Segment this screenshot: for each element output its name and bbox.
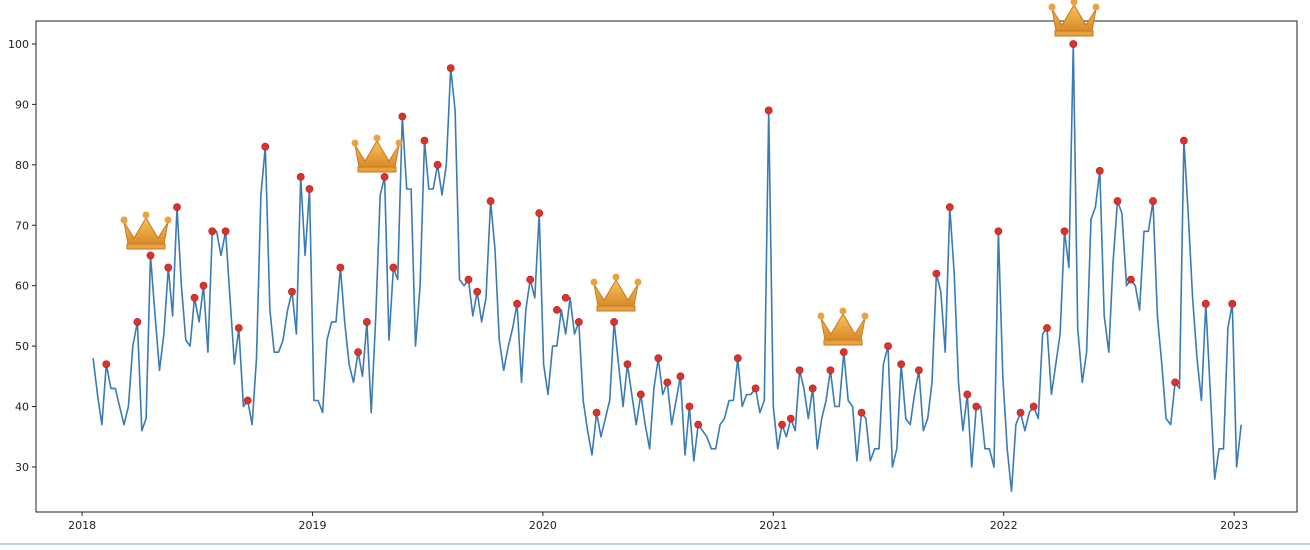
peak-marker [513, 299, 521, 308]
peak-marker [208, 227, 217, 236]
peak-marker [305, 185, 314, 193]
peak-marker [526, 275, 535, 284]
y-tick-label: 30 [15, 461, 29, 474]
peak-marker [610, 318, 618, 326]
x-tick-label: 2021 [759, 519, 787, 532]
y-tick-label: 100 [8, 38, 29, 51]
peak-marker [221, 227, 230, 236]
x-tick-label: 2022 [990, 519, 1018, 532]
peak-marker [243, 396, 252, 405]
peak-marker [133, 318, 142, 326]
peak-marker [102, 360, 111, 369]
peak-marker [288, 287, 296, 296]
peak-marker [473, 287, 482, 296]
peak-marker [623, 360, 632, 369]
peak-marker [1171, 378, 1180, 387]
peak-marker [173, 203, 181, 212]
peak-marker [1060, 227, 1069, 236]
peak-marker [764, 106, 773, 115]
peak-marker [676, 372, 685, 381]
peak-marker [389, 263, 398, 272]
peak-marker [535, 209, 544, 218]
peak-marker [261, 142, 270, 151]
peak-marker [464, 275, 473, 284]
peak-marker [808, 384, 817, 393]
y-tick-label: 60 [15, 280, 29, 293]
peak-marker [1016, 408, 1025, 417]
peak-marker [733, 354, 742, 363]
plot-frame [35, 20, 1298, 513]
x-tick-label: 2019 [298, 519, 326, 532]
peak-marker [420, 136, 429, 145]
peak-marker [1126, 275, 1135, 284]
peak-marker [694, 420, 703, 429]
peak-marker [1095, 166, 1104, 175]
peak-marker [1201, 299, 1210, 308]
peak-marker [839, 348, 848, 357]
peak-marker [778, 420, 786, 429]
peak-marker [362, 318, 371, 326]
peak-marker [398, 112, 407, 121]
peak-marker [1029, 402, 1038, 411]
peak-marker [636, 390, 645, 399]
y-tick-label: 70 [15, 219, 29, 232]
peak-marker [1113, 197, 1122, 205]
peak-marker [826, 366, 835, 375]
peak-marker [915, 366, 923, 375]
crown [120, 211, 172, 250]
y-tick-label: 50 [15, 340, 29, 353]
peak-marker [663, 378, 672, 387]
peak-marker [561, 293, 570, 302]
peak-marker [685, 402, 694, 411]
peak-marker [751, 384, 760, 393]
crown [1048, 0, 1100, 37]
y-tick-label: 40 [15, 401, 29, 414]
y-tick-label: 90 [15, 98, 29, 111]
peak-marker [1179, 136, 1188, 145]
peak-marker [592, 408, 601, 417]
crown [351, 134, 403, 173]
peak-marker [654, 354, 663, 363]
y-tick-label: 80 [15, 159, 29, 172]
peak-marker [354, 348, 363, 357]
peak-marker [446, 64, 455, 73]
peak-marker [857, 408, 866, 417]
peak-marker [380, 173, 389, 181]
peak-marker [486, 197, 495, 205]
peak-marker [994, 227, 1003, 236]
peak-marker [553, 305, 561, 314]
peak-marker [574, 318, 583, 326]
peak-marker [945, 203, 954, 212]
peak-marker [1149, 197, 1157, 205]
peak-marker [1228, 299, 1237, 308]
peak-marker [932, 269, 941, 278]
x-tick-label: 2023 [1220, 519, 1248, 532]
peak-marker [164, 263, 173, 272]
crown-icons [120, 0, 1100, 346]
peak-marker [234, 324, 243, 332]
x-tick-label: 2020 [529, 519, 557, 532]
line-series [92, 43, 1242, 492]
peak-marker [884, 342, 892, 351]
peak-marker [897, 360, 906, 369]
peak-marker [795, 366, 804, 375]
peak-marker [199, 281, 208, 290]
peak-marker [1069, 40, 1078, 48]
x-tick-label: 2018 [68, 519, 96, 532]
plot-area [92, 40, 1242, 492]
peak-marker [296, 173, 305, 181]
peak-marker [433, 160, 442, 169]
crown [817, 307, 869, 346]
crown [590, 273, 642, 312]
peak-marker [336, 263, 345, 272]
peak-marker [972, 402, 981, 411]
peak-marker [963, 390, 972, 399]
peak-marker [1043, 324, 1051, 332]
peak-marker [146, 251, 155, 260]
peak-marker [190, 293, 199, 302]
peak-marker [786, 414, 795, 423]
